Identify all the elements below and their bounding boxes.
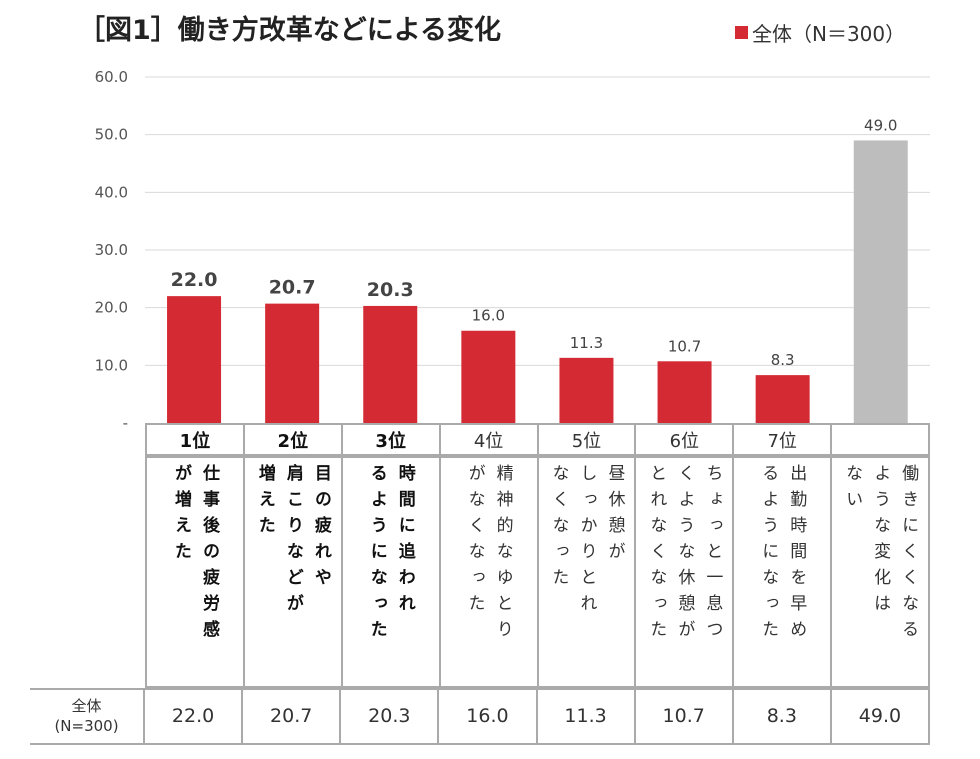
value-row: 全体 (N=300) 22.0 20.7 20.3 16.0 11.3 10.7 8.3 49.… [30,688,930,745]
row-label: 全体 (N=300) [30,690,145,743]
data-label: 10.7 [668,337,701,355]
category-label-line: 働きにくくなる [898,464,919,646]
legend-swatch [735,26,748,39]
category-label-line: がなくなった [464,464,485,620]
data-label: 8.3 [771,351,795,369]
row-label-main: 全体 [71,697,102,715]
y-tick-label: 20.0 [95,299,128,317]
data-label: 49.0 [864,116,897,134]
category-label-line: 仕事後の疲労感 [198,464,219,646]
bar [363,305,418,423]
bar [167,296,222,423]
value-cell: 49.0 [832,690,930,743]
bar-plot: - 10.0 20.0 30.0 40.0 50.0 60.0 22.0 20.7 20.3 16.… [95,68,930,430]
value-cell: 16.0 [439,690,538,743]
value-cell: 11.3 [538,690,636,743]
bar [559,357,614,423]
category-label-line: 時間に追われ [394,464,415,620]
y-tick-label: 50.0 [95,126,128,144]
category-label-cell: 時間に追われ るようになった [340,458,439,686]
category-label-cell: 仕事後の疲労感 が増えた [147,458,243,686]
bar [461,330,516,423]
chart-title: ［図1］働き方改革などによる変化 [78,15,501,46]
rank-cell: 2位 [242,425,341,458]
category-label: ちょっと一息つ くような休憩が とれなくなった [642,464,726,686]
rank-cell: 4位 [438,425,537,458]
data-label: 22.0 [171,269,218,291]
category-label: 出勤時間を早め るようになった [754,464,810,686]
category-label-line: 増えた [254,464,275,542]
category-label: 昼休憩が しっかりとれ なくなった [544,464,628,686]
category-label-cell: 出勤時間を早め るようになった [732,458,830,686]
rank-cell: 6位 [634,425,733,458]
y-tick-label: 10.0 [95,356,128,374]
category-label-cell: 精神的なゆとり がなくなった [438,458,537,686]
category-label-line: ない [842,464,863,516]
category-label-line: しっかりとれ [576,464,597,620]
legend-label: 全体（N＝300） [752,22,906,46]
category-label: 目の疲れや 肩こりなどが 増えた [251,464,335,686]
category-label: 仕事後の疲労感 が増えた [167,464,223,686]
category-label: 働きにくくなる ような変化は ない [838,464,922,686]
y-tick-label: 30.0 [95,241,128,259]
category-label-cell: 昼休憩が しっかりとれ なくなった [536,458,635,686]
category-label-cell: ちょっと一息つ くような休憩が とれなくなった [634,458,732,686]
data-label: 20.7 [269,277,316,299]
category-table: 1位 2位 3位 4位 5位 6位 7位 仕事後の疲労感 が増えた 目の疲れや 肩こりなどが 増えた… [145,423,930,688]
data-label: 20.3 [367,279,414,301]
rank-cell: 7位 [732,425,831,458]
category-label-line: ような変化は [870,464,891,620]
value-cell: 20.3 [341,690,440,743]
category-label-line: くような休憩が [674,464,695,646]
category-label-line: 目の疲れや [310,464,331,594]
bar [755,375,810,423]
value-cell: 20.7 [243,690,342,743]
category-label-line: とれなくなった [646,464,667,646]
category-label-line: 昼休憩が [604,464,625,568]
category-label-cell: 目の疲れや 肩こりなどが 増えた [242,458,341,686]
category-label-line: るようになった [758,464,779,646]
category-label-line: ちょっと一息つ [702,464,723,646]
y-tick-label: - [123,414,128,430]
bar [853,140,908,423]
value-cell: 10.7 [636,690,734,743]
category-label-line: なくなった [548,464,569,594]
category-label: 時間に追われ るようになった [363,464,419,686]
row-label-sub: (N=300) [54,717,119,735]
category-label-line: 肩こりなどが [282,464,303,620]
rank-cell: 3位 [340,425,439,458]
rank-cell [830,425,928,458]
category-label: 精神的なゆとり がなくなった [461,464,517,686]
bar [265,303,320,423]
category-label-line: るようになった [366,464,387,646]
legend: 全体（N＝300） [735,18,905,47]
category-label-cell: 働きにくくなる ような変化は ない [830,458,928,686]
y-tick-label: 40.0 [95,183,128,201]
value-cell: 8.3 [734,690,832,743]
bar [657,361,712,423]
rank-cell: 1位 [147,425,243,458]
rank-cell: 5位 [536,425,635,458]
category-label-line: が増えた [170,464,191,568]
data-label: 11.3 [570,334,603,352]
data-label: 16.0 [472,307,505,325]
category-label-line: 出勤時間を早め [786,464,807,646]
y-tick-label: 60.0 [95,68,128,86]
category-label-line: 精神的なゆとり [492,464,513,646]
value-cell: 22.0 [145,690,244,743]
